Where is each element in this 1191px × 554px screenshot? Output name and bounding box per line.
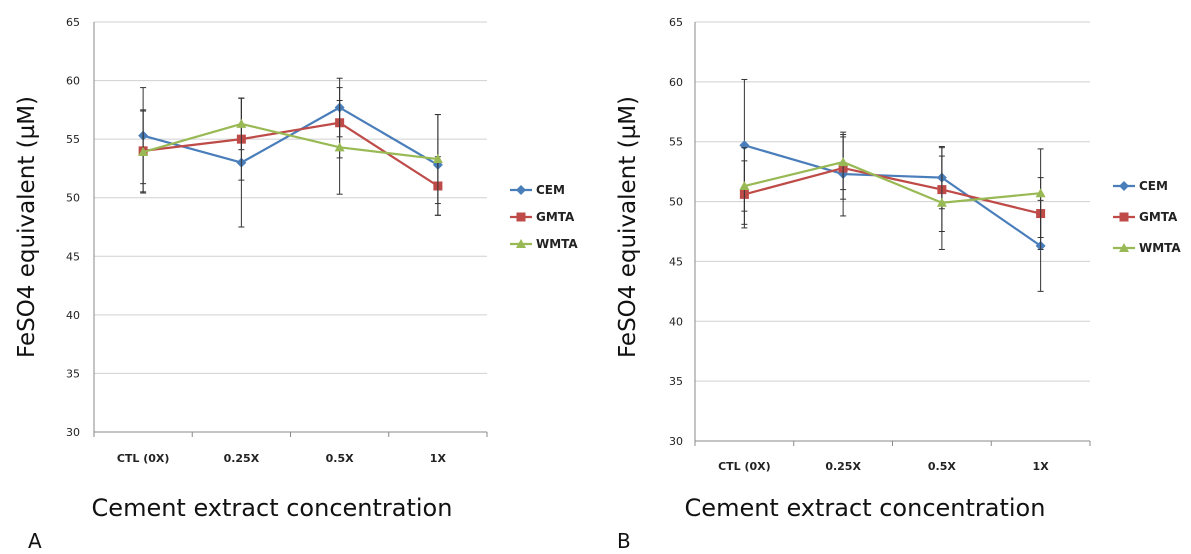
panel-b-series-wmta-point bbox=[1035, 188, 1046, 198]
panel-b-legend-wmta-label: WMTA bbox=[1139, 241, 1181, 255]
panel-b-legend-gmta-marker bbox=[1119, 212, 1129, 222]
panel-b-series-cem-line bbox=[744, 144, 1042, 247]
panel-b-y-tick-label: 50 bbox=[669, 196, 683, 209]
panel-a-y-tick-label: 45 bbox=[66, 250, 80, 263]
panel-a-category-label: 0.25X bbox=[224, 452, 260, 465]
panel-a-y-tick-label: 55 bbox=[66, 133, 80, 146]
panel-b-x-axis-title: Cement extract concentration bbox=[685, 494, 1046, 522]
panel-b-legend-cem-marker bbox=[1119, 181, 1129, 191]
panel-b-y-tick-label: 45 bbox=[669, 255, 683, 268]
panel-a-legend-wmta-marker bbox=[516, 239, 526, 248]
panel-a-legend-gmta-label: GMTA bbox=[536, 210, 575, 224]
panel-b-y-tick-label: 35 bbox=[669, 375, 683, 388]
panel-a-y-tick-label: 35 bbox=[66, 367, 80, 380]
panel-a-series-wmta-point bbox=[334, 142, 345, 152]
panel-a-legend-cem-label: CEM bbox=[536, 183, 565, 197]
panel-a-legend-gmta-marker bbox=[516, 212, 526, 222]
panel-b-y-tick-label: 65 bbox=[669, 16, 683, 29]
panel-a-x-axis-title: Cement extract concentration bbox=[92, 494, 453, 522]
panel-a-y-axis-title: FeSO4 equivalent (µM) bbox=[14, 96, 40, 358]
panel-a-y-tick-label: 65 bbox=[66, 16, 80, 29]
panel-b-series-wmta-point bbox=[739, 181, 750, 191]
panel-a-series-wmta-line bbox=[142, 122, 439, 161]
panel-b-series-wmta-line bbox=[744, 160, 1041, 204]
panel-a-series-wmta-point bbox=[138, 147, 149, 157]
panel-b-y-tick-label: 55 bbox=[669, 136, 683, 149]
panel-a-y-tick-label: 30 bbox=[66, 426, 80, 439]
panel-b-series-gmta-line bbox=[744, 166, 1041, 215]
panel-a-category-label: CTL (0X) bbox=[117, 452, 170, 465]
panel-b-series-wmta-point bbox=[838, 157, 849, 167]
panel-a-category-label: 1X bbox=[430, 452, 447, 465]
panel-a-chart: 30 35 40 45 50 55 60 65 CTL (0X) 0.25X 0.5X 1X CEM GM… bbox=[14, 16, 578, 553]
panel-b-category-label: CTL (0X) bbox=[718, 460, 771, 473]
panel-a-y-tick-label: 50 bbox=[66, 192, 80, 205]
panel-b-chart: 30 35 40 45 50 55 60 65 CTL (0X) 0.25X 0.5X 1X CEM GM… bbox=[615, 16, 1181, 553]
panel-a-y-tick-label: 60 bbox=[66, 75, 80, 88]
panel-a-category-label: 0.5X bbox=[326, 452, 354, 465]
panel-a-legend-cem-marker bbox=[516, 185, 526, 195]
panel-b-y-tick-label: 30 bbox=[669, 435, 683, 448]
panel-b-y-axis-title: FeSO4 equivalent (µM) bbox=[615, 96, 641, 358]
panel-a-letter: A bbox=[28, 529, 42, 553]
panel-b-category-label: 0.25X bbox=[825, 460, 861, 473]
panel-b-series-wmta-point bbox=[936, 197, 947, 207]
panel-b-legend-wmta-marker bbox=[1119, 243, 1129, 252]
panel-b-letter: B bbox=[617, 529, 631, 553]
panel-a-y-tick-label: 40 bbox=[66, 309, 80, 322]
panel-b-y-tick-label: 60 bbox=[669, 76, 683, 89]
panel-b-y-tick-label: 40 bbox=[669, 315, 683, 328]
panel-b-category-label: 1X bbox=[1033, 460, 1050, 473]
panel-b-category-label: 0.5X bbox=[928, 460, 956, 473]
panel-a-series-gmta-line bbox=[142, 121, 439, 187]
panel-a-series-wmta-point bbox=[236, 118, 247, 128]
panel-a-legend-wmta-label: WMTA bbox=[536, 237, 578, 251]
panel-b-legend-cem-label: CEM bbox=[1139, 179, 1168, 193]
panel-a-series-wmta-point bbox=[432, 154, 443, 164]
panel-b-legend-gmta-label: GMTA bbox=[1139, 210, 1178, 224]
